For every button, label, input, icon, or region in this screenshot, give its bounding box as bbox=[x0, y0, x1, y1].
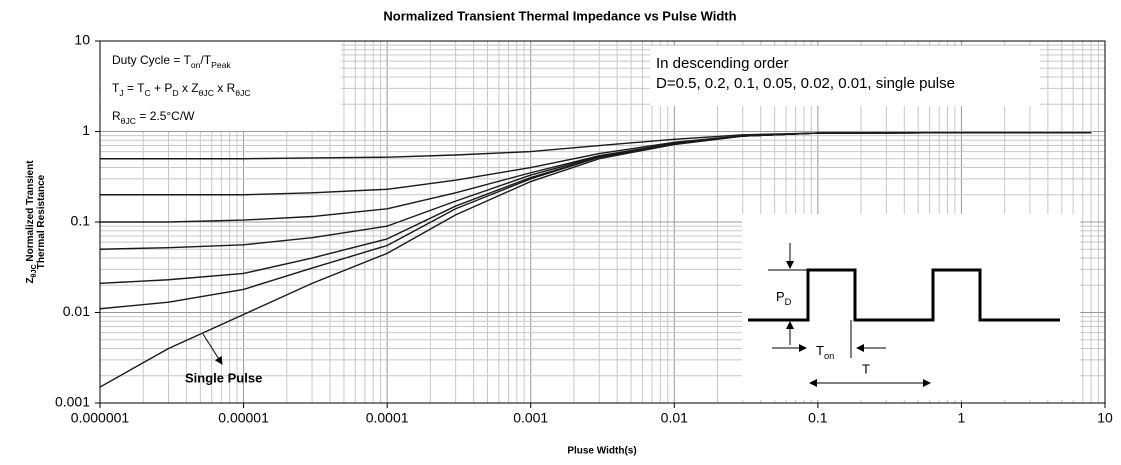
text-run: Duty Cycle = T bbox=[112, 53, 191, 67]
y-tick-label: 0.001 bbox=[55, 394, 90, 410]
annotation: TJ = TC + PD x ZθJC x RθJC bbox=[112, 81, 251, 98]
text-run: R bbox=[112, 109, 121, 123]
y-axis-label: Thermal Resistance bbox=[36, 174, 47, 269]
text-run: Z bbox=[25, 277, 36, 283]
text-run: Thermal Resistance bbox=[36, 174, 47, 269]
y-tick-label: 10 bbox=[74, 32, 90, 48]
annotation: In descending order bbox=[656, 55, 789, 72]
y-tick-label: 0.1 bbox=[71, 213, 91, 229]
pulse-wave bbox=[748, 268, 1060, 322]
text-run: + P bbox=[151, 81, 173, 95]
subscript: D bbox=[172, 88, 178, 98]
text-run: = T bbox=[124, 81, 145, 95]
y-tick-label: 0.01 bbox=[63, 303, 90, 319]
x-tick-label: 0.1 bbox=[808, 410, 828, 426]
subscript: Peak bbox=[211, 60, 231, 70]
annotation: RθJC = 2.5°C/W bbox=[112, 109, 195, 126]
inset-label: PD bbox=[776, 289, 792, 307]
series-label: Single Pulse bbox=[185, 370, 262, 385]
x-axis-label: Pluse Width(s) bbox=[567, 446, 636, 457]
text-run: x Z bbox=[179, 81, 199, 95]
x-tick-label: 0.000001 bbox=[71, 410, 130, 426]
annotation: Duty Cycle = Ton/TPeak bbox=[112, 53, 231, 70]
subscript: θJC bbox=[121, 116, 136, 126]
x-tick-label: 1 bbox=[958, 410, 966, 426]
subscript: D bbox=[785, 297, 792, 307]
subscript: J bbox=[119, 88, 123, 98]
text-run: /T bbox=[200, 53, 211, 67]
note-box bbox=[101, 41, 341, 131]
x-tick-label: 10 bbox=[1097, 410, 1113, 426]
inset-label: T bbox=[862, 361, 870, 376]
series-line bbox=[100, 132, 1092, 196]
x-tick-label: 0.0001 bbox=[366, 410, 409, 426]
text-run: x R bbox=[214, 81, 236, 95]
text-run: T bbox=[816, 343, 824, 358]
inset-label: Ton bbox=[816, 343, 834, 361]
text-run: T bbox=[112, 81, 120, 95]
text-run: Normalized Transient bbox=[25, 160, 36, 265]
subscript: on bbox=[191, 60, 201, 70]
lines bbox=[99, 132, 1092, 388]
label-arrow bbox=[202, 333, 223, 365]
annotation: D=0.5, 0.2, 0.1, 0.05, 0.02, 0.01, singl… bbox=[656, 75, 955, 92]
subscript: on bbox=[824, 351, 834, 361]
subscript: θJC bbox=[199, 88, 214, 98]
note-box bbox=[650, 46, 1040, 106]
x-tick-label: 0.01 bbox=[661, 410, 688, 426]
x-tick-label: 0.001 bbox=[513, 410, 548, 426]
text-run: P bbox=[776, 289, 785, 304]
subscript: θJC bbox=[235, 88, 250, 98]
y-axis-label: ZθJC Normalized Transient bbox=[25, 160, 39, 284]
text-run: = 2.5°C/W bbox=[136, 109, 195, 123]
pulse-diagram: PD Ton T bbox=[748, 243, 1060, 387]
series-line bbox=[99, 132, 1092, 388]
inset-box bbox=[742, 214, 1080, 400]
subscript: θJC bbox=[29, 264, 38, 277]
subscript: C bbox=[144, 88, 150, 98]
x-tick-label: 0.00001 bbox=[218, 410, 269, 426]
chart-title: Normalized Transient Thermal Impedance v… bbox=[383, 8, 736, 23]
y-tick-label: 1 bbox=[82, 122, 90, 138]
